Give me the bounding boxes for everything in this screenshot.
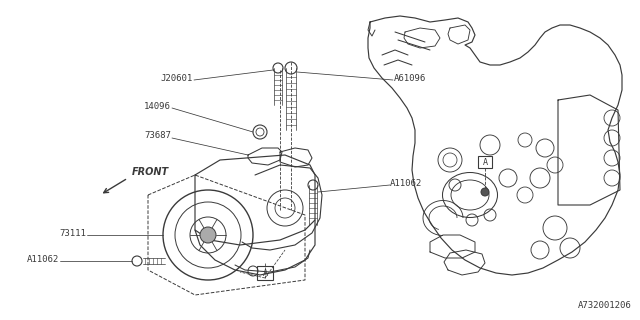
Text: A11062: A11062 [390,179,422,188]
Text: FRONT: FRONT [132,167,169,177]
Bar [478,156,492,168]
Text: 73687: 73687 [144,131,171,140]
Text: A: A [483,157,488,166]
Text: J20601: J20601 [161,74,193,83]
Text: 73111: 73111 [59,228,86,237]
Text: A11062: A11062 [27,254,59,263]
Text: A61096: A61096 [394,74,426,83]
Circle shape [481,188,489,196]
Circle shape [200,227,216,243]
Bar [257,266,273,280]
Text: A732001206: A732001206 [579,301,632,310]
Text: A: A [262,269,268,278]
Text: 14096: 14096 [144,101,171,110]
